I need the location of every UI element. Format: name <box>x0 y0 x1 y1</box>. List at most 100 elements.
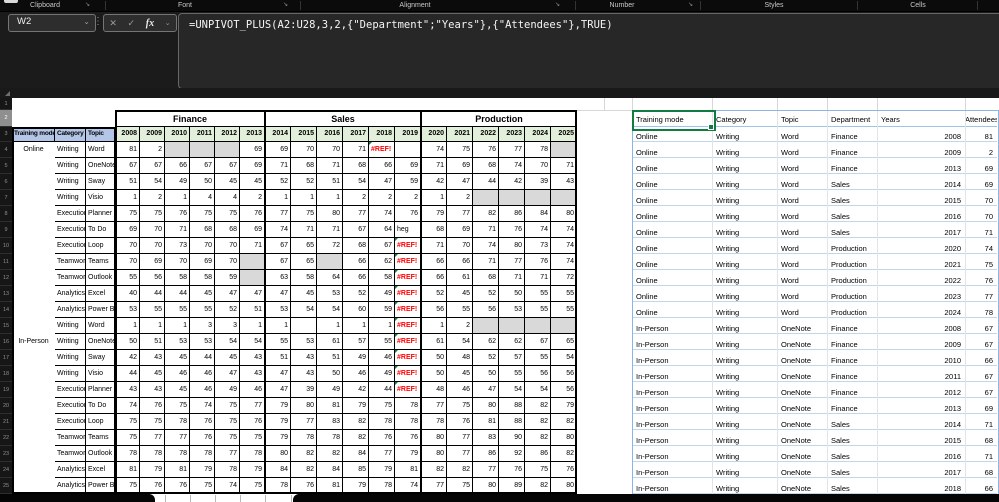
cell-K23[interactable]: 82 <box>291 446 317 462</box>
cell-L10[interactable]: 72 <box>317 238 343 254</box>
mode-label-online[interactable]: Online <box>23 146 44 153</box>
cell-H19[interactable]: 49 <box>215 382 240 398</box>
out-cell-Z12[interactable]: Production <box>827 270 877 286</box>
cell-K15[interactable] <box>291 318 317 334</box>
cell-J5[interactable]: 71 <box>265 158 291 174</box>
cell-N7[interactable]: 2 <box>369 190 395 206</box>
cell-K20[interactable]: 80 <box>291 398 317 414</box>
cell-M15[interactable]: 1 <box>343 318 369 334</box>
cell-D22[interactable]: 75 <box>115 430 140 446</box>
cell-B9[interactable]: Execution <box>55 222 86 238</box>
cell-U10[interactable]: 74 <box>551 238 577 254</box>
cell-H12[interactable]: 59 <box>215 270 240 286</box>
out-cell-W14[interactable]: Online <box>632 302 712 318</box>
cell-L16[interactable]: 61 <box>317 334 343 350</box>
cell-Q8[interactable]: 77 <box>447 206 473 222</box>
cell-I16[interactable]: 54 <box>240 334 265 350</box>
cell-G6[interactable]: 50 <box>190 174 215 190</box>
cell-T17[interactable]: 55 <box>525 350 551 366</box>
row-header-14[interactable]: 14 <box>0 302 12 318</box>
dialog-launcher-icon[interactable]: ↘ <box>85 2 91 8</box>
cell-B8[interactable]: Execution <box>55 206 86 222</box>
cell-J19[interactable]: 47 <box>265 382 291 398</box>
cell-Q10[interactable]: 70 <box>447 238 473 254</box>
cell-S5[interactable]: 74 <box>499 158 525 174</box>
cell-K12[interactable]: 58 <box>291 270 317 286</box>
cell-E13[interactable]: 44 <box>140 286 165 302</box>
cell-B14[interactable]: Analytics <box>55 302 86 318</box>
cell-O21[interactable]: 78 <box>395 414 421 430</box>
cell-R16[interactable]: 62 <box>473 334 499 350</box>
cell-R14[interactable]: 56 <box>473 302 499 318</box>
out-cell-Z14[interactable]: Production <box>827 302 877 318</box>
cell-S17[interactable]: 57 <box>499 350 525 366</box>
cell-C11[interactable]: Teams <box>86 254 115 270</box>
cell-I9[interactable]: 69 <box>240 222 265 238</box>
cell-O23[interactable]: 79 <box>395 446 421 462</box>
cell-S23[interactable]: 92 <box>499 446 525 462</box>
out-cell-Z6[interactable]: Sales <box>827 174 877 190</box>
cell-C14[interactable]: Power BI <box>86 302 115 318</box>
cell-B11[interactable]: Teamwork <box>55 254 86 270</box>
cell-M4[interactable]: 71 <box>343 142 369 158</box>
cell-N18[interactable]: 49 <box>369 366 395 382</box>
cell-E6[interactable]: 54 <box>140 174 165 190</box>
cell-O18[interactable]: #REF! <box>395 366 421 382</box>
cell-S10[interactable]: 80 <box>499 238 525 254</box>
cell-O8[interactable]: 76 <box>395 206 421 222</box>
cell-N20[interactable]: 75 <box>369 398 395 414</box>
cell-S24[interactable]: 76 <box>499 462 525 478</box>
cell-R19[interactable]: 47 <box>473 382 499 398</box>
cell-R8[interactable]: 82 <box>473 206 499 222</box>
cell-O20[interactable]: 78 <box>395 398 421 414</box>
cell-F23[interactable]: 78 <box>165 446 190 462</box>
cell-G4[interactable] <box>190 142 215 158</box>
cell-H9[interactable]: 68 <box>215 222 240 238</box>
cell-U22[interactable]: 80 <box>551 430 577 446</box>
cell-N17[interactable]: 46 <box>369 350 395 366</box>
cell-I7[interactable]: 2 <box>240 190 265 206</box>
cell-H17[interactable]: 45 <box>215 350 240 366</box>
cell-G19[interactable]: 46 <box>190 382 215 398</box>
out-cell-X12[interactable]: Writing <box>712 270 777 286</box>
cell-J18[interactable]: 47 <box>265 366 291 382</box>
out-cell-AA20[interactable]: 2013 <box>877 398 965 414</box>
row-header-8[interactable]: 8 <box>0 206 12 222</box>
cell-E12[interactable]: 56 <box>140 270 165 286</box>
cell-U20[interactable]: 79 <box>551 398 577 414</box>
out-cell-Y19[interactable]: OneNote <box>777 382 827 398</box>
cell-B24[interactable]: Analytics <box>55 462 86 478</box>
out-cell-W23[interactable]: In-Person <box>632 446 712 462</box>
cell-R6[interactable]: 44 <box>473 174 499 190</box>
output-header-topic[interactable]: Topic <box>777 110 827 127</box>
cell-H14[interactable]: 52 <box>215 302 240 318</box>
out-cell-AB7[interactable]: 70 <box>965 190 997 206</box>
cell-K4[interactable]: 70 <box>291 142 317 158</box>
cell-D18[interactable]: 44 <box>115 366 140 382</box>
cell-G22[interactable]: 76 <box>190 430 215 446</box>
out-cell-AA9[interactable]: 2017 <box>877 222 965 238</box>
row-header-6[interactable]: 6 <box>0 174 12 190</box>
cell-T19[interactable]: 54 <box>525 382 551 398</box>
cell-U16[interactable]: 65 <box>551 334 577 350</box>
out-cell-Y17[interactable]: OneNote <box>777 350 827 366</box>
cell-D4[interactable]: 81 <box>115 142 140 158</box>
row-header-12[interactable]: 12 <box>0 270 12 286</box>
cell-L4[interactable]: 70 <box>317 142 343 158</box>
out-cell-Y9[interactable]: Word <box>777 222 827 238</box>
cell-Q7[interactable]: 2 <box>447 190 473 206</box>
cell-D13[interactable]: 40 <box>115 286 140 302</box>
cell-D14[interactable]: 53 <box>115 302 140 318</box>
cell-F5[interactable]: 66 <box>165 158 190 174</box>
cell-C12[interactable]: Outlook <box>86 270 115 286</box>
year-header-2017[interactable]: 2017 <box>343 127 369 142</box>
cell-F8[interactable]: 76 <box>165 206 190 222</box>
cell-O6[interactable]: 59 <box>395 174 421 190</box>
output-header-years[interactable]: Years <box>877 110 965 127</box>
out-cell-X20[interactable]: Writing <box>712 398 777 414</box>
out-cell-Z3[interactable]: Finance <box>827 127 877 142</box>
year-header-2018[interactable]: 2018 <box>369 127 395 142</box>
cell-O22[interactable]: 76 <box>395 430 421 446</box>
cell-J16[interactable]: 55 <box>265 334 291 350</box>
out-cell-AA3[interactable]: 2008 <box>877 127 965 142</box>
